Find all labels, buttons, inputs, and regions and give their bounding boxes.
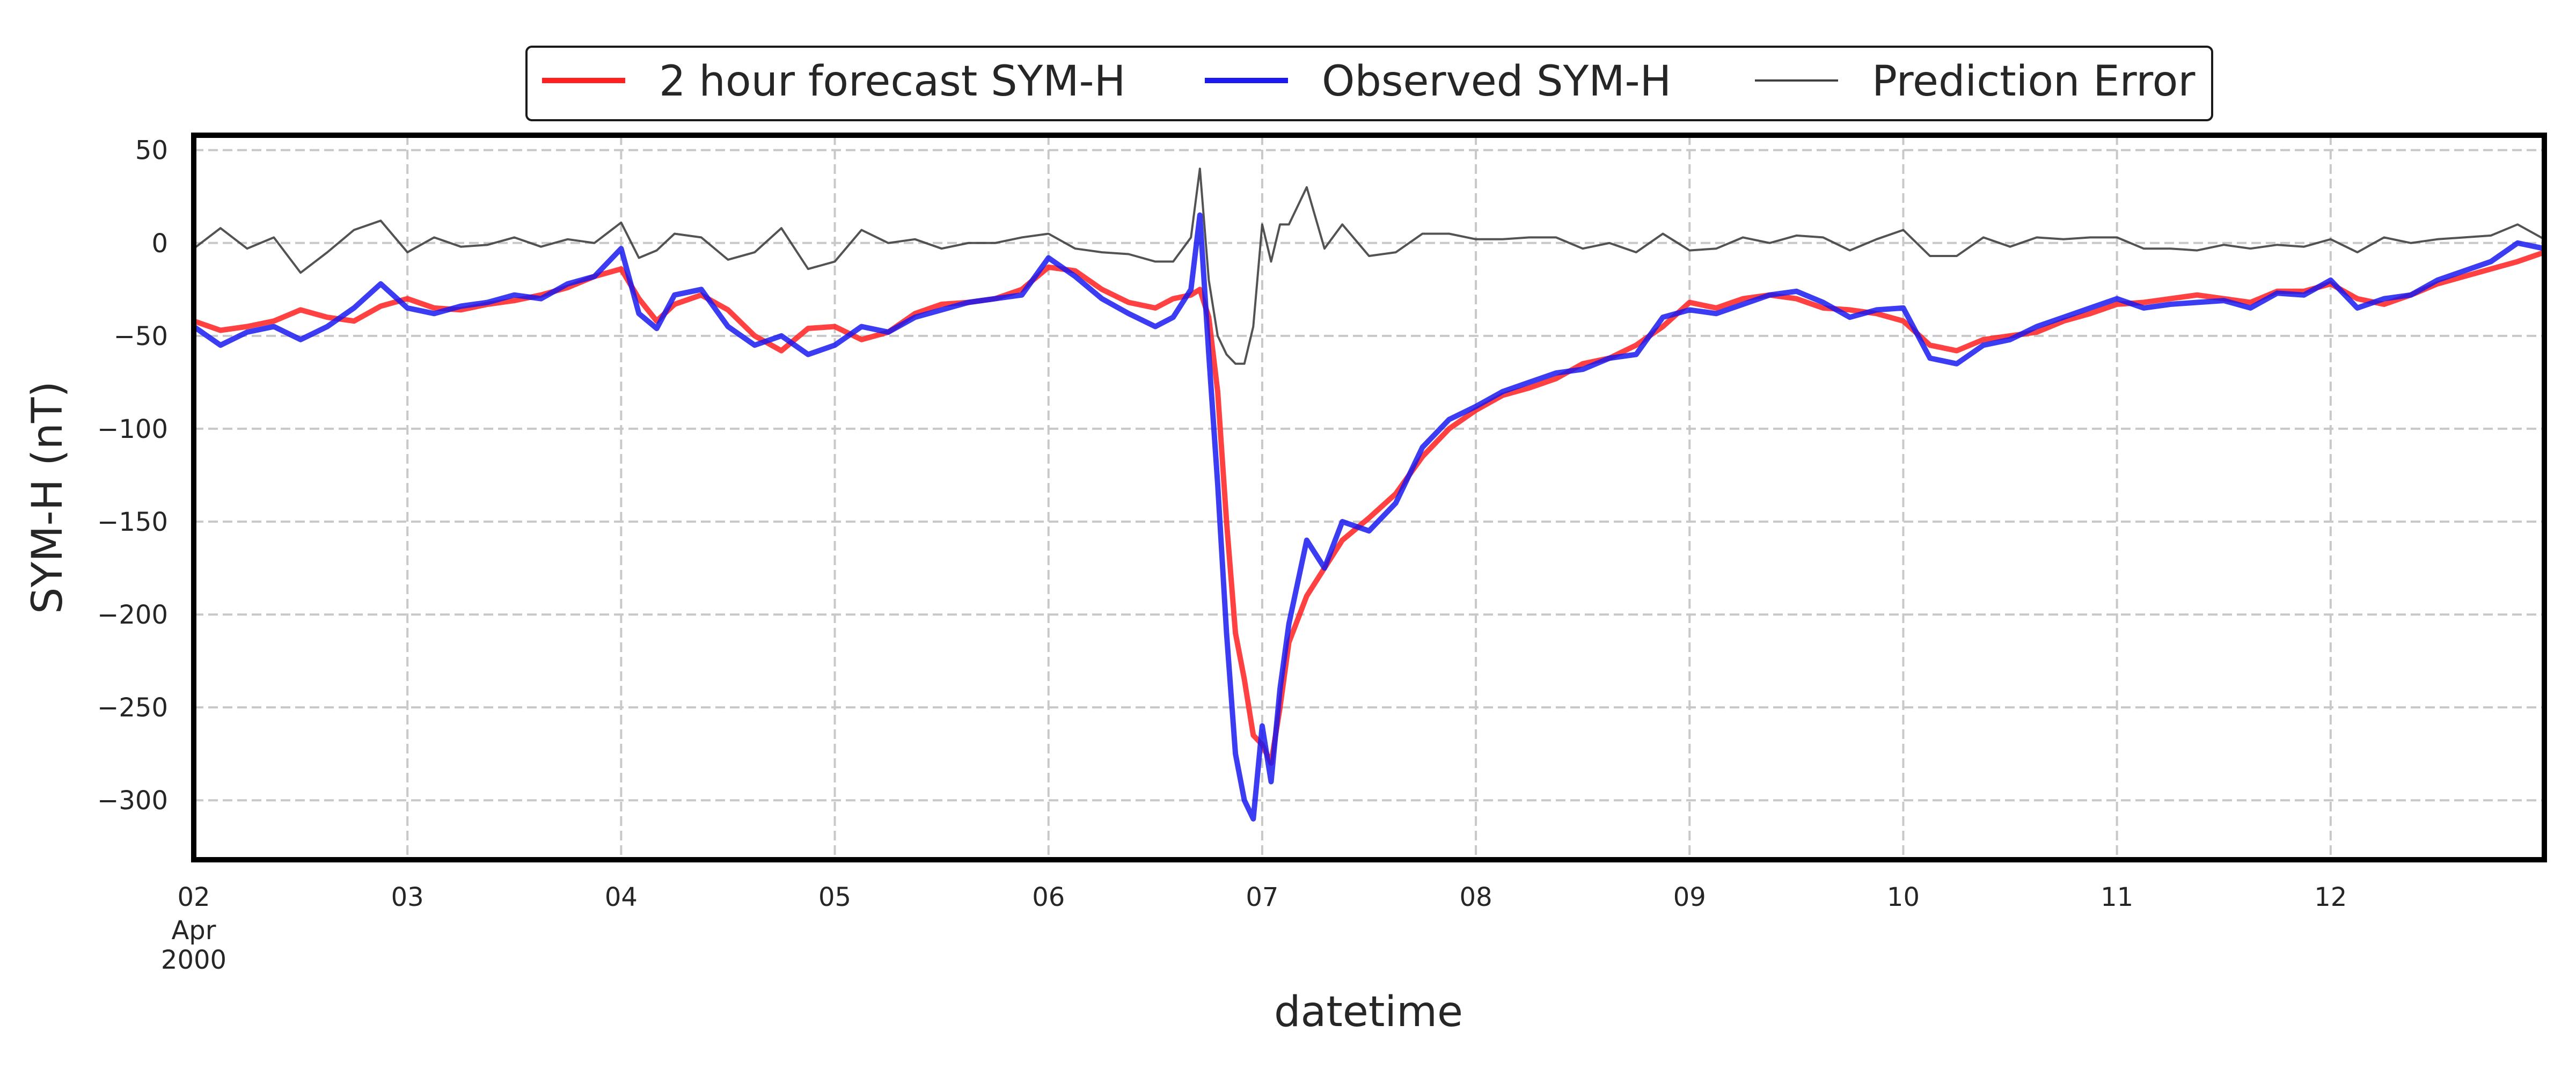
x-tick-label: 12 <box>2314 882 2347 912</box>
series-line-forecast <box>193 250 2545 766</box>
x-tick-sublabel: Apr <box>171 916 216 946</box>
x-tick-sublabel: 2000 <box>161 945 226 975</box>
x-tick-label: 09 <box>1673 882 1706 912</box>
x-tick-label: 06 <box>1032 882 1065 912</box>
series-line-observed <box>192 212 2545 822</box>
y-tick-label: −50 <box>114 321 168 352</box>
series-lines <box>192 167 2545 822</box>
y-axis-ticks: 50 0 −50 −100 −150 −200 −250 −300 <box>97 136 168 816</box>
y-tick-label: 50 <box>135 136 168 166</box>
y-tick-label: −150 <box>97 507 168 537</box>
x-tick-label: 03 <box>391 882 424 912</box>
x-tick-label: 04 <box>605 882 638 912</box>
x-tick-label: 10 <box>1887 882 1920 912</box>
y-tick-label: −300 <box>97 786 168 816</box>
plot-frame <box>191 133 2547 862</box>
x-tick-label: 02 <box>177 882 210 912</box>
y-axis-title: SYM-H (nT) <box>24 381 72 614</box>
x-tick-label: 08 <box>1460 882 1492 912</box>
grid <box>194 135 2544 860</box>
legend-items: 2 hour forecast SYM-H Observed SYM-H Predi… <box>542 57 2196 106</box>
y-tick-label: −200 <box>97 600 168 630</box>
x-tick-label: 05 <box>818 882 851 912</box>
legend-label: Prediction Error <box>1872 57 2196 106</box>
x-axis-title: datetime <box>1274 988 1463 1036</box>
series-line-error <box>193 167 2545 365</box>
legend: 2 hour forecast SYM-H Observed SYM-H Predi… <box>525 46 2213 121</box>
x-tick-label: 07 <box>1246 882 1278 912</box>
y-tick-label: −250 <box>97 693 168 723</box>
legend-box <box>525 46 2213 121</box>
legend-label: 2 hour forecast SYM-H <box>659 57 1125 106</box>
y-tick-label: 0 <box>151 229 168 259</box>
x-tick-label: 11 <box>2101 882 2133 912</box>
y-tick-label: −100 <box>97 414 168 444</box>
legend-label: Observed SYM-H <box>1322 57 1671 106</box>
